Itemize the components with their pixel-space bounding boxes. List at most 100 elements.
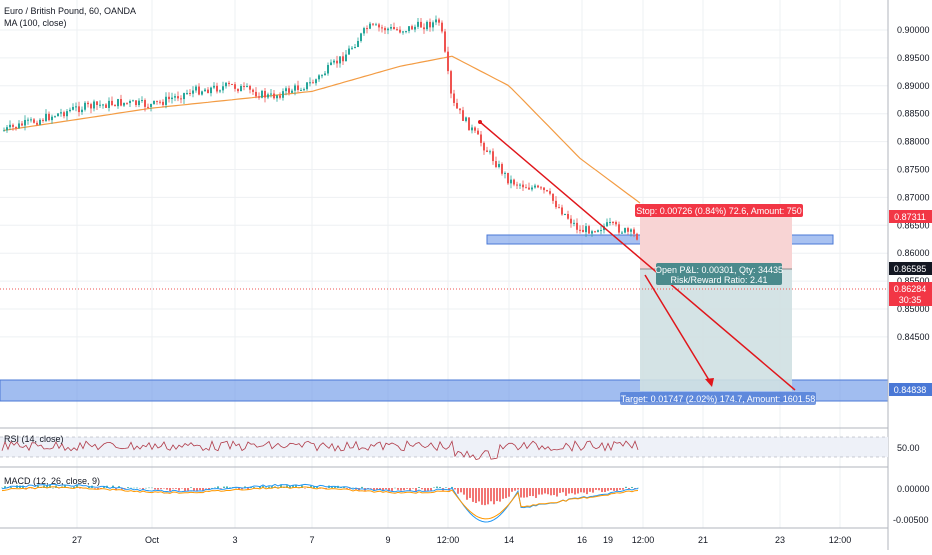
candle-body	[507, 172, 509, 184]
candle-body	[402, 31, 404, 33]
time-tick: 19	[603, 535, 613, 545]
candle-body	[291, 90, 293, 93]
price-axis[interactable]: 0.90000 0.89500 0.89000 0.88500 0.88000 0.875…	[897, 25, 930, 342]
macd-bar	[181, 488, 183, 489]
candles	[3, 15, 638, 241]
macd-bar	[10, 487, 12, 488]
candle-body	[579, 229, 581, 231]
macd-bar	[631, 486, 633, 488]
candle-body	[258, 96, 260, 98]
macd-bar	[22, 485, 24, 488]
time-tick: 9	[385, 535, 390, 545]
signal-line	[1, 486, 639, 520]
macd-bar	[163, 488, 165, 489]
candle-body	[216, 85, 218, 92]
candle-body	[429, 21, 431, 28]
time-tick: 7	[309, 535, 314, 545]
pnl-label-box[interactable]	[656, 263, 782, 285]
trendline-handle[interactable]	[478, 120, 482, 124]
candle-body	[528, 187, 530, 190]
candle-body	[456, 102, 458, 109]
candle-body	[525, 187, 527, 189]
macd-bar	[523, 488, 525, 498]
stop-label-box[interactable]	[635, 204, 803, 217]
macd-bar	[439, 486, 441, 488]
macd-bar	[199, 488, 201, 491]
candle-body	[585, 226, 587, 233]
candle-body	[582, 229, 584, 233]
macd-bar	[397, 488, 399, 490]
candle-body	[480, 134, 482, 143]
candle-body	[393, 27, 395, 30]
candle-body	[324, 73, 326, 76]
candle-body	[141, 100, 143, 102]
target-label-box[interactable]	[620, 392, 816, 405]
candle-body	[75, 106, 77, 108]
macd-bar	[148, 487, 150, 489]
candle-body	[552, 193, 554, 201]
candle-body	[228, 82, 230, 84]
candle-body	[615, 222, 617, 225]
macd-bar	[277, 487, 279, 488]
time-axis[interactable]: 27 Oct 3 7 9 12:00 14 16 19 12:00 21 23 12:00	[72, 535, 851, 545]
trend-arrow-line[interactable]	[644, 274, 713, 386]
macd-bar	[127, 487, 129, 488]
candle-body	[414, 26, 416, 30]
macd-bar	[595, 488, 597, 490]
candle-body	[390, 27, 392, 29]
candle-body	[471, 127, 473, 131]
candle-body	[462, 110, 464, 121]
stop-area[interactable]	[640, 217, 792, 269]
candle-body	[45, 113, 47, 121]
macd-bar	[187, 488, 189, 491]
candle-body	[192, 90, 194, 94]
macd-bar	[295, 485, 297, 488]
candle-body	[330, 62, 332, 65]
candle-body	[633, 229, 635, 234]
macd-bar	[370, 488, 372, 489]
candle-body	[132, 100, 134, 102]
macd-bar	[406, 488, 408, 489]
candle-body	[48, 113, 50, 121]
target-area[interactable]	[640, 269, 792, 391]
candle-body	[138, 100, 140, 106]
macd-bar	[301, 485, 303, 488]
candle-body	[204, 89, 206, 92]
candle-body	[312, 82, 314, 84]
macd-bar	[421, 488, 423, 490]
candle-body	[360, 33, 362, 41]
macd-bar	[568, 488, 570, 494]
time-tick: 12:00	[829, 535, 852, 545]
rsi-legend[interactable]: RSI (14, close)	[4, 434, 64, 444]
candle-body	[516, 184, 518, 186]
macd-bar	[583, 488, 585, 493]
candle-body	[597, 230, 599, 232]
candle-body	[438, 19, 440, 23]
candle-body	[537, 185, 539, 188]
macd-bar	[355, 488, 357, 490]
macd-bar	[508, 488, 510, 497]
candle-body	[195, 86, 197, 91]
trendline-descending[interactable]	[479, 121, 796, 391]
candle-body	[294, 85, 296, 91]
last-price-badge	[889, 262, 932, 275]
candle-body	[357, 40, 359, 48]
candle-body	[27, 119, 29, 121]
candle-body	[351, 47, 353, 49]
candle-body	[114, 105, 116, 107]
macd-legend[interactable]: MACD (12, 26, close, 9)	[4, 476, 100, 486]
symbol-legend[interactable]: Euro / British Pound, 60, OANDA	[4, 6, 136, 16]
candle-body	[225, 82, 227, 87]
candle-body	[15, 126, 17, 129]
candle-body	[135, 100, 137, 106]
candle-body	[189, 92, 191, 94]
candle-body	[174, 96, 176, 98]
price-tick: 0.85000	[897, 304, 930, 314]
candle-body	[555, 200, 557, 208]
macd-bar	[166, 488, 168, 490]
macd-bar	[208, 488, 210, 490]
candle-body	[3, 130, 5, 132]
countdown-badge-text: 30:35	[899, 295, 922, 305]
ma-legend[interactable]: MA (100, close)	[4, 18, 67, 28]
